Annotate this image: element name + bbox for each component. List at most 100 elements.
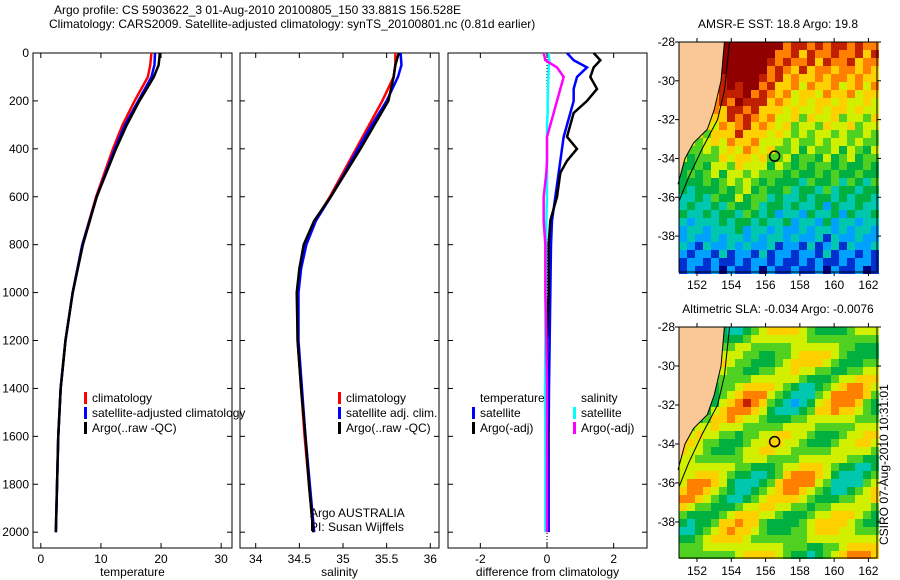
map-y-tick-label: -30 bbox=[658, 359, 676, 373]
map-cell bbox=[687, 471, 695, 479]
legend-swatch bbox=[573, 422, 576, 434]
map-cell bbox=[791, 543, 799, 551]
map-cell bbox=[695, 162, 703, 170]
map-cell bbox=[791, 258, 799, 266]
map-y-tick-label: -28 bbox=[658, 35, 676, 49]
map-cell bbox=[847, 335, 855, 343]
map-cell bbox=[823, 367, 831, 375]
map-cell bbox=[847, 503, 855, 511]
map-cell bbox=[855, 431, 863, 439]
map-cell bbox=[823, 439, 831, 447]
map-cell bbox=[775, 226, 783, 234]
map-cell bbox=[727, 343, 735, 351]
map-cell bbox=[863, 455, 871, 463]
map-cell bbox=[871, 511, 879, 519]
map-cell bbox=[799, 226, 807, 234]
map-cell bbox=[775, 42, 783, 50]
map-cell bbox=[855, 391, 863, 399]
map-cell bbox=[807, 58, 815, 66]
map-cell bbox=[727, 327, 735, 335]
map-cell bbox=[863, 186, 871, 194]
map-cell bbox=[719, 90, 727, 98]
map-cell bbox=[783, 122, 791, 130]
map-cell bbox=[839, 479, 847, 487]
map-cell bbox=[743, 74, 751, 82]
map-cell bbox=[847, 154, 855, 162]
map-cell bbox=[871, 82, 879, 90]
map-cell bbox=[831, 487, 839, 495]
map-cell bbox=[831, 343, 839, 351]
map-cell bbox=[839, 186, 847, 194]
map-cell bbox=[759, 431, 767, 439]
map-cell bbox=[703, 495, 711, 503]
map-cell bbox=[847, 90, 855, 98]
map-cell bbox=[775, 367, 783, 375]
map-cell bbox=[687, 519, 695, 527]
map-cell bbox=[727, 335, 735, 343]
map-x-tick-label: 160 bbox=[824, 564, 844, 578]
map-cell bbox=[791, 90, 799, 98]
map-cell bbox=[719, 82, 727, 90]
map-cell bbox=[799, 194, 807, 202]
map-cell bbox=[751, 383, 759, 391]
map-cell bbox=[807, 266, 815, 274]
map-cell bbox=[855, 250, 863, 258]
map-cell bbox=[679, 202, 687, 210]
map-cell bbox=[783, 431, 791, 439]
map-cell bbox=[791, 226, 799, 234]
map-cell bbox=[839, 327, 847, 335]
map-cell bbox=[703, 162, 711, 170]
map-cell bbox=[799, 58, 807, 66]
map-cell bbox=[799, 511, 807, 519]
map-cell bbox=[775, 266, 783, 274]
map-cell bbox=[855, 90, 863, 98]
map-cell bbox=[807, 455, 815, 463]
map-cell bbox=[719, 399, 727, 407]
map-cell bbox=[823, 487, 831, 495]
map-cell bbox=[855, 495, 863, 503]
map-cell bbox=[791, 114, 799, 122]
map-cell bbox=[831, 391, 839, 399]
map-cell bbox=[823, 327, 831, 335]
map-cell bbox=[863, 399, 871, 407]
map-cell bbox=[783, 391, 791, 399]
map-cell bbox=[743, 471, 751, 479]
map-cell bbox=[767, 170, 775, 178]
map-cell bbox=[751, 367, 759, 375]
map-cell bbox=[743, 130, 751, 138]
map-cell bbox=[823, 375, 831, 383]
map-cell bbox=[751, 343, 759, 351]
map-cell bbox=[727, 178, 735, 186]
map-cell bbox=[871, 210, 879, 218]
map-cell bbox=[695, 495, 703, 503]
map-cell bbox=[767, 130, 775, 138]
y-tick-label: 1400 bbox=[2, 381, 29, 395]
map-cell bbox=[751, 130, 759, 138]
map-cell bbox=[791, 146, 799, 154]
map-cell bbox=[751, 82, 759, 90]
map-cell bbox=[759, 74, 767, 82]
map-cell bbox=[807, 495, 815, 503]
map-cell bbox=[735, 122, 743, 130]
map-cell bbox=[783, 90, 791, 98]
map-cell bbox=[783, 138, 791, 146]
map-cell bbox=[871, 250, 879, 258]
map-cell bbox=[695, 511, 703, 519]
map-cell bbox=[815, 154, 823, 162]
map-cell bbox=[711, 178, 719, 186]
map-cell bbox=[839, 106, 847, 114]
map-cell bbox=[815, 74, 823, 82]
map-cell bbox=[831, 106, 839, 114]
map-cell bbox=[807, 487, 815, 495]
map-cell bbox=[847, 98, 855, 106]
map-cell bbox=[759, 218, 767, 226]
map-cell bbox=[775, 194, 783, 202]
map-cell bbox=[703, 511, 711, 519]
map-cell bbox=[863, 431, 871, 439]
map-cell bbox=[815, 423, 823, 431]
map-cell bbox=[863, 146, 871, 154]
map-cell bbox=[735, 162, 743, 170]
map-cell bbox=[839, 351, 847, 359]
map-cell bbox=[751, 218, 759, 226]
map-cell bbox=[839, 383, 847, 391]
